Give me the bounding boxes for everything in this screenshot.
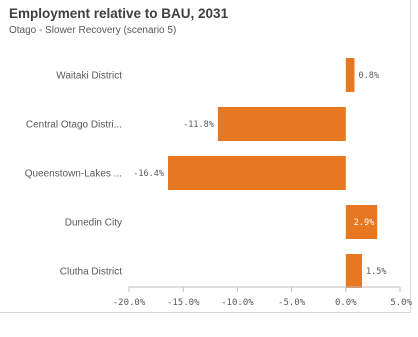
x-tick-label: 5.0% bbox=[390, 298, 412, 308]
bar[interactable] bbox=[217, 107, 346, 141]
bar[interactable] bbox=[168, 156, 346, 190]
data-label: 0.8% bbox=[358, 71, 378, 81]
x-tick-label: -15.0% bbox=[167, 298, 200, 308]
data-label: 1.5% bbox=[366, 267, 386, 277]
category-label: Waitaki District bbox=[56, 71, 122, 82]
x-tick-label: 0.0% bbox=[335, 298, 357, 308]
category-label: Clutha District bbox=[60, 267, 122, 278]
bar[interactable] bbox=[345, 254, 363, 288]
category-label: Dunedin City bbox=[65, 218, 122, 229]
chart-title: Employment relative to BAU, 2031 bbox=[9, 6, 229, 21]
category-label: Central Otago Distri... bbox=[26, 120, 122, 131]
chart-subtitle: Otago - Slower Recovery (scenario 5) bbox=[9, 25, 177, 36]
x-tick-label: -20.0% bbox=[113, 298, 146, 308]
data-label: -16.4% bbox=[133, 169, 164, 179]
bar[interactable] bbox=[345, 205, 378, 239]
x-tick-label: -10.0% bbox=[221, 298, 254, 308]
bar[interactable] bbox=[345, 58, 355, 92]
chart-panel bbox=[0, 0, 411, 313]
data-label: -11.8% bbox=[183, 120, 214, 130]
category-label: Queenstown-Lakes ... bbox=[25, 169, 122, 180]
x-tick-label: -5.0% bbox=[278, 298, 306, 308]
data-label: 2.9% bbox=[354, 218, 374, 228]
